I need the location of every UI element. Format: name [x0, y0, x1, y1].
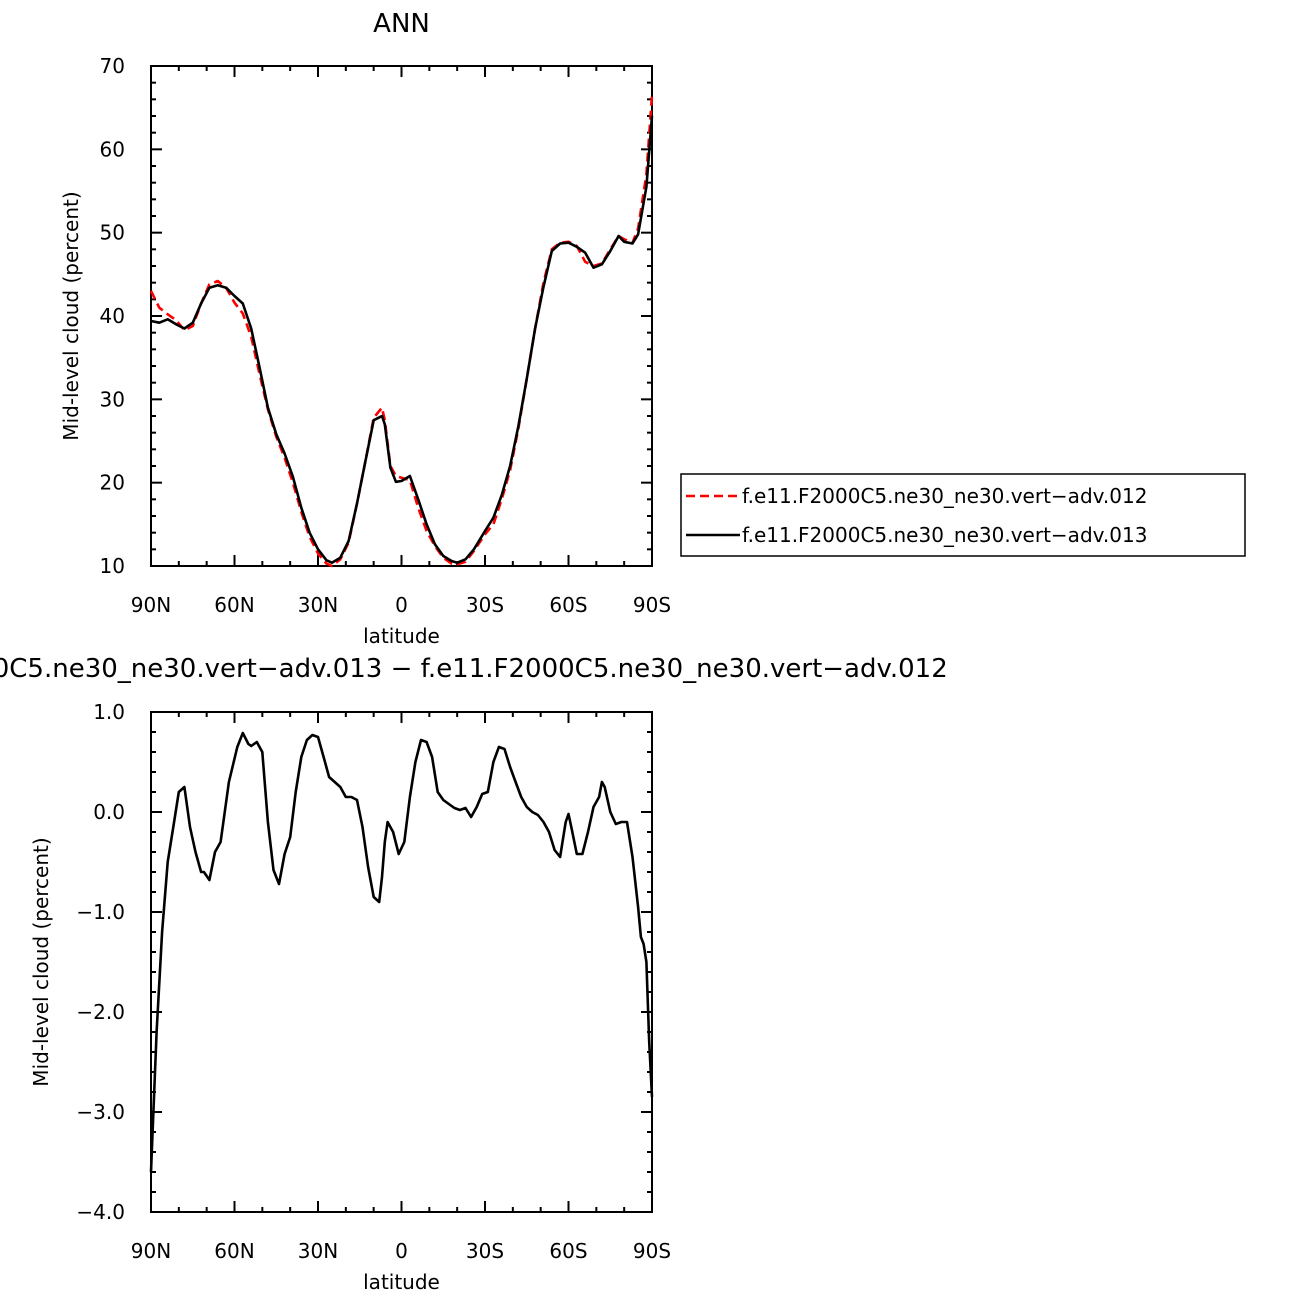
y-tick-label: 50 — [100, 221, 125, 245]
y-axis-title: Mid-level cloud (percent) — [59, 191, 83, 440]
chart-title: f.e11.F2000C5.ne30_ne30.vert−adv.013 − f… — [0, 654, 948, 684]
x-tick-label: 30S — [466, 593, 504, 617]
y-tick-label: 30 — [100, 387, 125, 411]
x-tick-label: 30S — [466, 1239, 504, 1263]
chart-title: ANN — [373, 9, 430, 39]
x-tick-label: 60N — [214, 593, 254, 617]
series-line-1 — [149, 731, 654, 1173]
y-tick-label: 20 — [100, 471, 125, 495]
x-tick-label: 90N — [131, 593, 171, 617]
chart-1: ANN 90N 60N 30N 0 30S 60S 90S 10 20 30 40 50 60 70 lati… — [59, 9, 671, 648]
legend: f.e11.F2000C5.ne30_ne30.vert−adv.012 f.e1… — [680, 473, 1246, 557]
x-axis-title: latitude — [363, 1270, 440, 1294]
plot-frame — [150, 65, 653, 567]
legend-box — [680, 473, 1246, 557]
y-tick-label: 10 — [100, 554, 125, 578]
y-tick-label: 60 — [100, 137, 125, 161]
y-tick-label: −4.0 — [76, 1200, 125, 1224]
series-line-2 — [150, 115, 654, 564]
y-tick-label: 70 — [100, 54, 125, 78]
x-tick-label: 0 — [395, 1239, 408, 1263]
y-tick-label: −3.0 — [76, 1100, 125, 1124]
x-tick-label: 30N — [298, 593, 338, 617]
x-tick-label: 90S — [633, 1239, 671, 1263]
x-tick-label: 0 — [395, 593, 408, 617]
chart-2: f.e11.F2000C5.ne30_ne30.vert−adv.013 − f… — [0, 654, 948, 1294]
x-tick-label: 90N — [131, 1239, 171, 1263]
y-tick-label: 40 — [100, 304, 125, 328]
legend-label-2: f.e11.F2000C5.ne30_ne30.vert−adv.013 — [742, 523, 1147, 547]
x-tick-label: 60N — [214, 1239, 254, 1263]
y-tick-label: 0.0 — [93, 800, 125, 824]
y-axis-title: Mid-level cloud (percent) — [29, 837, 53, 1086]
plot-frame — [150, 711, 653, 1213]
series-line-1 — [149, 95, 654, 568]
x-axis-title: latitude — [363, 624, 440, 648]
y-tick-label: −1.0 — [76, 900, 125, 924]
x-tick-label: 90S — [633, 593, 671, 617]
legend-label-1: f.e11.F2000C5.ne30_ne30.vert−adv.012 — [742, 484, 1147, 508]
x-tick-label: 60S — [549, 1239, 587, 1263]
x-tick-label: 60S — [549, 593, 587, 617]
x-tick-label: 30N — [298, 1239, 338, 1263]
y-tick-label: 1.0 — [93, 700, 125, 724]
y-tick-label: −2.0 — [76, 1000, 125, 1024]
